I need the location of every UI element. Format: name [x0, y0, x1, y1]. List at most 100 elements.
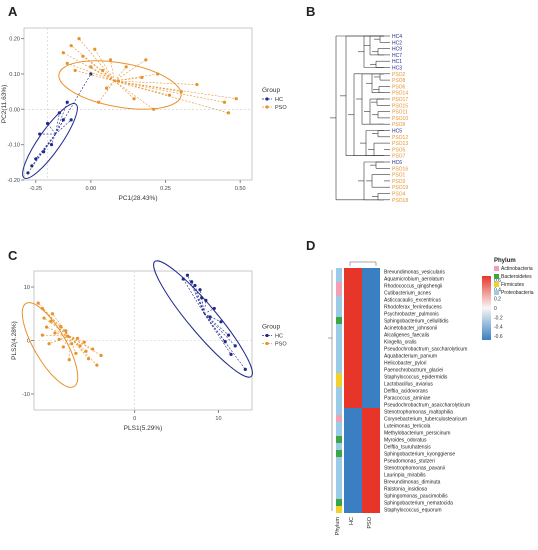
spider-line [204, 313, 211, 318]
heat-cell-pso [362, 380, 380, 387]
phylum-legend-label: Bacteroidetes [501, 274, 532, 280]
phylum-cell [336, 268, 342, 275]
heat-cell-hc [344, 485, 362, 492]
panel-label-b: B [306, 4, 316, 19]
data-point [49, 143, 54, 147]
phylum-cell [336, 485, 342, 492]
spider-line [51, 133, 56, 145]
phylum-cell [336, 345, 342, 352]
legend-title: Group [262, 87, 280, 94]
data-point [208, 315, 212, 319]
spider-line [90, 66, 115, 82]
pca-plot: -0.25 0.00 0.25 0.50 0.20 0.10 0.00 -0.10 -0.20 P… [1, 27, 287, 202]
row-label: Brevundimonas_diminuta [384, 480, 441, 486]
row-label: Kingella_oralis [384, 340, 417, 346]
phylum-cell [336, 373, 342, 380]
panel-label-d: D [306, 238, 316, 253]
row-label: Myroides_odoratus [384, 438, 427, 444]
column-label: HC [349, 517, 355, 525]
leaf-label: PSO4 [392, 192, 406, 198]
row-label: Corynebacterium_tuberculostearicum [384, 417, 467, 423]
heat-cell-pso [362, 373, 380, 380]
spider-line [60, 326, 70, 337]
heat-cell-hc [344, 471, 362, 478]
heat-cell-hc [344, 415, 362, 422]
legend-marker [265, 333, 269, 338]
heat-cell-hc [344, 296, 362, 303]
heat-cell-hc [344, 275, 362, 282]
heat-cell-pso [362, 275, 380, 282]
dendrogram: HC4HC2HC9HC7HC1HC3PSO2PSO8PSO6PSO14PSO17… [330, 34, 408, 204]
leaf-label: PSO2 [392, 72, 406, 78]
data-point [104, 86, 109, 90]
phylum-cell [336, 506, 342, 513]
leaf-label: HC7 [392, 53, 402, 59]
spider-line [50, 321, 70, 337]
spider-line [114, 66, 127, 82]
leaf-label: PSO9 [392, 122, 406, 128]
leaf-label: PSO19 [392, 185, 408, 191]
x-tick-label: 0.00 [85, 186, 96, 192]
phylum-legend-swatch [494, 266, 499, 271]
heat-cell-pso [362, 478, 380, 485]
data-point [116, 79, 120, 83]
phylum-cell [336, 289, 342, 296]
heat-cell-hc [344, 310, 362, 317]
heat-cell-hc [344, 366, 362, 373]
spider-line [55, 119, 72, 135]
heat-cell-pso [362, 415, 380, 422]
row-label: Sphingomonas_paucimobilis [384, 494, 448, 500]
spider-line [69, 335, 102, 356]
panel-label-c: C [8, 248, 18, 263]
heat-cell-pso [362, 457, 380, 464]
data-point [50, 312, 55, 316]
heat-cell-pso [362, 429, 380, 436]
y-tick-label: 0.20 [9, 37, 20, 43]
data-point [65, 100, 69, 104]
row-label: Helicobacter_pylori [384, 361, 427, 367]
row-label: Cutibacterium_acnes [384, 291, 431, 297]
row-label: Staphylococcus_equorum [384, 508, 442, 514]
data-point [229, 352, 233, 356]
row-label: Luteimonas_terricola [384, 424, 431, 430]
y-tick-label: 0 [27, 339, 30, 345]
data-point [124, 65, 128, 69]
confidence-ellipse [21, 302, 79, 388]
spider-line [204, 313, 229, 336]
heat-cell-pso [362, 464, 380, 471]
phylum-cell [336, 464, 342, 471]
column-label: PSO [367, 516, 373, 528]
data-point [59, 325, 63, 329]
phylum-legend-swatch [494, 282, 499, 287]
data-point [77, 37, 81, 41]
phylum-cell [336, 324, 342, 331]
heat-cell-pso [362, 296, 380, 303]
heat-cell-hc [344, 380, 362, 387]
legend-marker [265, 97, 269, 101]
spider-line [106, 80, 115, 89]
heat-cell-pso [362, 387, 380, 394]
spider-line [204, 308, 215, 315]
spider-line [55, 73, 92, 135]
heat-cell-pso [362, 317, 380, 324]
data-point [91, 347, 95, 351]
data-point [34, 157, 38, 161]
data-point [219, 320, 223, 324]
spider-line [203, 313, 232, 355]
phylum-legend-label: Actinobacteria [501, 266, 533, 272]
heat-cell-pso [362, 450, 380, 457]
heat-cell-hc [344, 408, 362, 415]
data-point [73, 68, 77, 73]
data-point [108, 58, 113, 62]
row-label: Delftia_tsuruhatensis [384, 445, 431, 451]
heat-cell-pso [362, 492, 380, 499]
data-point [89, 72, 93, 76]
row-label: Sphingobacterium_cellulitidis [384, 319, 449, 325]
spider-line [31, 133, 56, 167]
spider-line [42, 334, 70, 337]
leaf-label: PSO11 [392, 110, 408, 116]
spider-line [42, 308, 70, 337]
row-label: Stenotrophomonas_maltophilia [384, 410, 453, 416]
heat-cell-hc [344, 450, 362, 457]
spider-line [114, 80, 170, 96]
